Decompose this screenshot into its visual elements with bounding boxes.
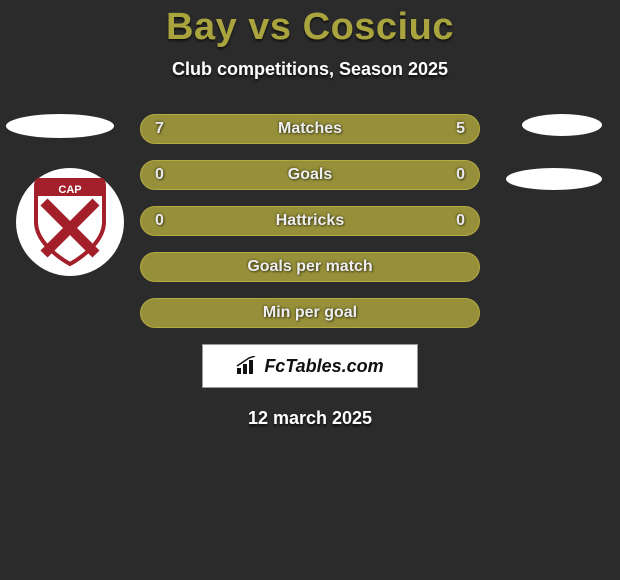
watermark-text: FcTables.com <box>264 356 383 377</box>
stat-label: Min per goal <box>263 304 357 322</box>
date-text: 12 march 2025 <box>0 408 620 429</box>
player-photo-left-placeholder <box>6 114 114 138</box>
stat-label: Hattricks <box>276 212 344 230</box>
bar-chart-icon <box>236 356 258 376</box>
stat-right-value: 0 <box>456 212 465 230</box>
team-badge-right-placeholder <box>506 168 602 190</box>
shield-icon: CAP <box>30 176 110 268</box>
stat-row-goals: 0 Goals 0 <box>140 160 480 190</box>
watermark-box: FcTables.com <box>202 344 418 388</box>
stat-label: Goals <box>288 166 332 184</box>
stat-left-value: 0 <box>155 166 164 184</box>
team-badge-left: CAP <box>16 168 124 276</box>
stat-label: Goals per match <box>247 258 372 276</box>
player-photo-right-placeholder <box>522 114 602 136</box>
stat-right-value: 0 <box>456 166 465 184</box>
stat-row-matches: 7 Matches 5 <box>140 114 480 144</box>
stat-row-hattricks: 0 Hattricks 0 <box>140 206 480 236</box>
stat-left-value: 0 <box>155 212 164 230</box>
svg-text:CAP: CAP <box>58 184 81 196</box>
page-title: Bay vs Cosciuc <box>0 0 620 49</box>
page-subtitle: Club competitions, Season 2025 <box>0 59 620 80</box>
stat-row-min-per-goal: Min per goal <box>140 298 480 328</box>
stat-left-value: 7 <box>155 120 164 138</box>
comparison-content: CAP 7 Matches 5 0 Goals 0 0 Hattricks 0 … <box>0 114 620 429</box>
stat-row-goals-per-match: Goals per match <box>140 252 480 282</box>
stat-label: Matches <box>278 120 342 138</box>
stat-right-value: 5 <box>456 120 465 138</box>
